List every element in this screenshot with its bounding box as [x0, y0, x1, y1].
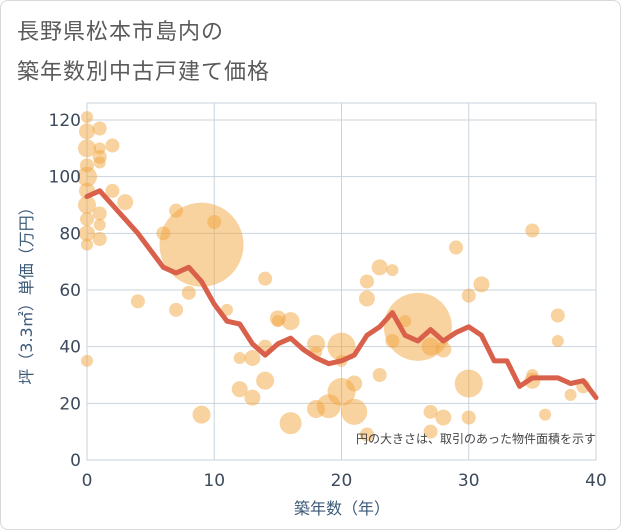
bubble: [307, 334, 326, 353]
y-tick-label: 80: [59, 224, 81, 244]
bubble: [454, 369, 483, 398]
bubble: [181, 285, 196, 300]
bubble: [81, 238, 93, 251]
bubble: [564, 388, 577, 401]
bubble: [159, 202, 244, 287]
bubble: [449, 240, 464, 255]
bubble: [81, 354, 93, 367]
bubble: [105, 138, 120, 153]
y-tick-labels: 0 20 40 60 80 100 120: [49, 111, 81, 471]
y-tick-label: 120: [49, 111, 81, 131]
bubble: [525, 223, 540, 238]
bubble: [346, 375, 363, 392]
bubble: [92, 121, 107, 136]
bubble: [105, 183, 120, 198]
x-axis-label: 築年数（年）: [294, 499, 390, 518]
bubble: [78, 196, 96, 214]
bubble: [435, 409, 452, 426]
bubble: [207, 215, 222, 229]
bubble: [327, 332, 356, 361]
bubble: [93, 156, 106, 169]
bubble: [435, 341, 452, 358]
bubble: [79, 225, 95, 242]
bubble: [341, 398, 368, 425]
bubble: [271, 315, 284, 328]
bubble: [231, 381, 248, 398]
bubble: [372, 368, 387, 382]
bubble: [256, 371, 275, 390]
bubble: [244, 350, 261, 366]
bubble: [423, 404, 438, 419]
bubble: [371, 259, 388, 276]
bubble: [551, 335, 564, 347]
bubble: [93, 218, 106, 231]
bubble: [281, 312, 300, 331]
bubble: [359, 274, 374, 289]
bubble: [130, 294, 145, 309]
bubble: [117, 194, 134, 211]
bubble: [77, 166, 97, 187]
bubble: [539, 408, 552, 421]
bubble: [258, 271, 273, 286]
bubble: [358, 290, 375, 307]
y-axis-label: 坪（3.3㎡）単価（万円）: [17, 199, 36, 384]
bubble: [421, 337, 440, 356]
bubble: [473, 276, 490, 293]
y-tick-label: 20: [59, 394, 81, 414]
bubble: [359, 427, 374, 442]
bubbles: [77, 111, 591, 442]
bubble: [423, 424, 438, 439]
bubble: [461, 288, 476, 303]
y-tick-label: 60: [59, 281, 81, 301]
x-tick-labels: 0 10 20 30 40: [82, 471, 607, 491]
y-tick-label: 40: [59, 338, 81, 358]
y-tick-label: 100: [49, 168, 81, 188]
bubble: [78, 139, 96, 158]
bubble: [220, 303, 233, 316]
chart-title-line2: 築年数別中古戸建て価格: [17, 60, 271, 85]
y-tick-label: 0: [70, 451, 81, 471]
x-tick-label: 20: [331, 471, 353, 491]
bubble: [169, 302, 184, 317]
bubble: [233, 352, 246, 364]
bubble: [244, 389, 261, 406]
chart-title-line1: 長野県松本市島内の: [17, 20, 225, 45]
trend-line: [84, 188, 599, 401]
bubble: [386, 264, 399, 277]
bubble: [79, 123, 95, 140]
bubble: [92, 232, 107, 246]
x-tick-label: 10: [203, 471, 225, 491]
bubble: [279, 412, 302, 435]
bubble: [80, 212, 94, 227]
bubble: [461, 410, 476, 425]
x-tick-label: 30: [458, 471, 480, 491]
bubble: [81, 111, 93, 124]
bubble: [550, 308, 565, 323]
x-tick-label: 0: [82, 471, 93, 491]
bubble: [192, 405, 211, 424]
x-tick-label: 40: [585, 471, 607, 491]
grid-lines: [86, 102, 597, 461]
bubble: [92, 206, 107, 221]
size-note: 円の大きさは、取引のあった物件面積を示す: [356, 431, 596, 446]
